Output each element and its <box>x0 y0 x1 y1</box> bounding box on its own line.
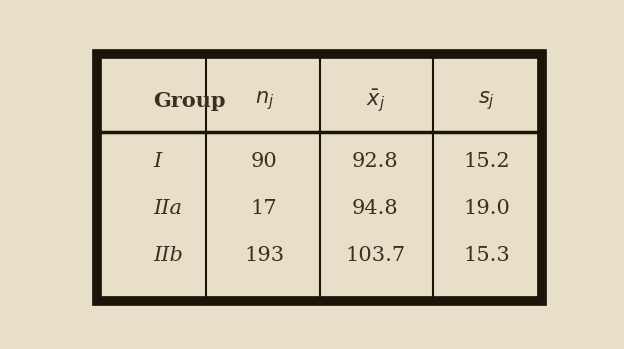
Text: 103.7: 103.7 <box>345 246 406 265</box>
Text: 15.2: 15.2 <box>464 152 510 171</box>
Text: 17: 17 <box>251 199 278 218</box>
Text: IIa: IIa <box>153 199 182 218</box>
Text: I: I <box>153 152 161 171</box>
Text: $\bar{x}_j$: $\bar{x}_j$ <box>366 88 385 114</box>
Text: 19.0: 19.0 <box>463 199 510 218</box>
Text: IIb: IIb <box>153 246 183 265</box>
Text: 15.3: 15.3 <box>463 246 510 265</box>
Text: Group: Group <box>153 91 225 111</box>
Text: $n_j$: $n_j$ <box>255 90 274 112</box>
Text: 92.8: 92.8 <box>352 152 399 171</box>
Text: 193: 193 <box>244 246 285 265</box>
Text: 90: 90 <box>251 152 278 171</box>
Text: 94.8: 94.8 <box>352 199 399 218</box>
Text: $s_j$: $s_j$ <box>478 90 495 112</box>
